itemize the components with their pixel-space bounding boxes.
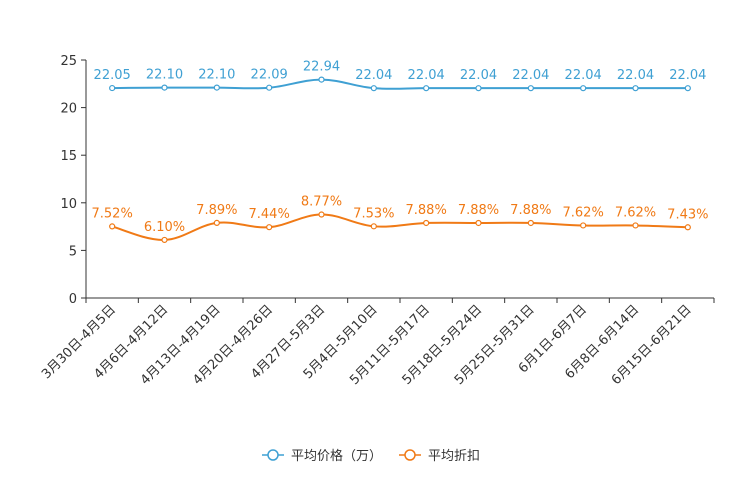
data-label: 7.89% (196, 203, 237, 218)
data-point (684, 224, 691, 231)
data-label: 7.88% (458, 203, 499, 218)
legend-marker-icon (267, 449, 279, 461)
data-point (632, 85, 639, 92)
data-label: 22.04 (565, 68, 602, 83)
data-point (318, 211, 325, 218)
data-label: 22.04 (408, 68, 445, 83)
series-1: 22.05 22.10 22.10 22.09 22.94 22.04 22.04 22.04… (94, 60, 706, 92)
y-tick-label: 10 (60, 197, 77, 212)
y-tick-label: 20 (60, 102, 77, 117)
series-line (112, 78, 688, 90)
data-point (213, 84, 220, 91)
data-label: 7.52% (92, 206, 133, 221)
data-label: 7.44% (249, 207, 290, 222)
data-point (266, 84, 273, 91)
data-label: 22.10 (146, 68, 183, 83)
data-point (475, 219, 482, 227)
legend-marker-icon (404, 449, 416, 461)
data-label: 8.77% (301, 195, 342, 210)
data-point (318, 76, 325, 83)
data-label: 22.04 (460, 68, 497, 83)
data-point (370, 223, 377, 230)
data-label: 7.62% (615, 205, 656, 220)
data-label: 7.53% (353, 206, 394, 221)
data-label: 6.10% (144, 220, 185, 235)
data-point (423, 85, 430, 92)
data-point (632, 222, 639, 229)
data-point (580, 85, 587, 92)
y-tick-label: 0 (69, 292, 77, 307)
data-label: 22.05 (94, 68, 131, 83)
data-point (161, 84, 168, 91)
legend-item-2: 平均折扣 (399, 449, 480, 464)
legend-label: 平均价格（万） (291, 448, 382, 464)
data-label: 22.04 (617, 68, 654, 83)
data-point (266, 224, 273, 231)
data-point (684, 85, 691, 92)
data-point (370, 85, 377, 92)
series-line (111, 213, 688, 241)
data-label: 22.10 (198, 68, 235, 83)
series-2: 7.52% 6.10% 7.89% 7.44% 8.77% 7.53% 7.88% 7.88%… (92, 195, 708, 244)
data-label: 7.62% (563, 205, 604, 220)
data-point (423, 219, 430, 227)
legend-label: 平均折扣 (428, 449, 480, 464)
data-label: 22.04 (669, 68, 706, 83)
y-tick-label: 5 (69, 244, 77, 259)
legend-item-1: 平均价格（万） (262, 448, 382, 464)
y-tick-label: 15 (60, 149, 77, 164)
data-label: 7.88% (510, 203, 551, 218)
data-point (161, 236, 168, 244)
data-label: 7.43% (667, 207, 708, 222)
data-point (475, 85, 482, 92)
data-label: 22.94 (303, 60, 340, 75)
data-point (213, 219, 220, 226)
series-layer: 22.05 22.10 22.10 22.09 22.94 22.04 22.04 22.04… (92, 60, 708, 244)
data-point (109, 84, 116, 92)
data-point (580, 222, 587, 229)
legend: 平均价格（万） 平均折扣 (262, 448, 480, 464)
data-point (527, 219, 534, 227)
data-point (527, 85, 534, 92)
y-tick-label: 25 (60, 54, 77, 69)
data-label: 22.04 (355, 68, 392, 83)
data-point (109, 223, 116, 230)
data-label: 7.88% (406, 203, 447, 218)
data-label: 22.09 (251, 68, 288, 83)
data-label: 22.04 (512, 68, 549, 83)
